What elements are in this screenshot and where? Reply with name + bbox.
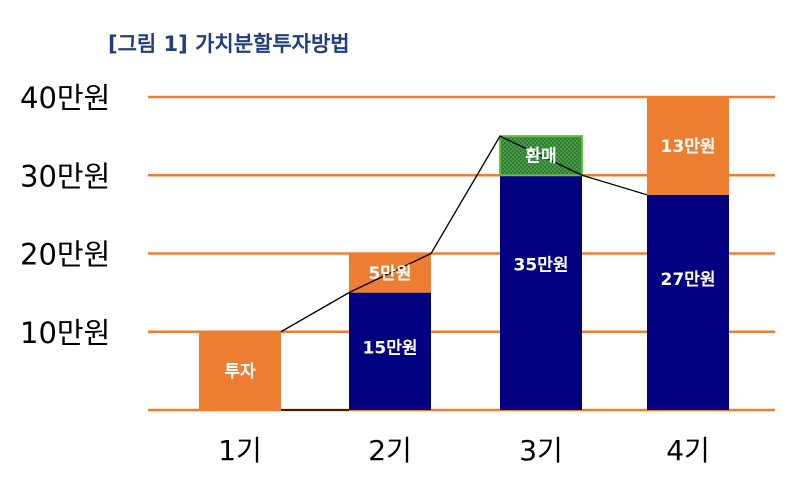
y-tick-label: 10만원 [20, 316, 110, 350]
bar-segment-invest [647, 97, 729, 195]
x-tick-label: 2기 [368, 434, 412, 467]
label-layer: 투자 15만원 5만원 35만원 환매 27만원 13만원 [224, 137, 715, 382]
chart-title: [그림 1] 가치분할투자방법 [108, 32, 350, 56]
segment-label: 투자 [224, 362, 256, 382]
value-path-line [430, 135, 501, 254]
bar-segment-value [647, 194, 729, 410]
segment-label: 15만원 [363, 339, 418, 359]
x-axis: 1기 2기 3기 4기 [218, 434, 710, 467]
x-tick-label: 4기 [666, 434, 710, 467]
bar-segment-invest [199, 331, 281, 410]
y-axis: 10만원 20만원 30만원 40만원 [20, 81, 110, 350]
value-path-line [499, 135, 583, 176]
y-tick-label: 20만원 [20, 238, 110, 272]
value-path-line [581, 174, 648, 196]
y-tick-label: 30만원 [20, 159, 110, 193]
bar-segment-value [500, 175, 582, 410]
y-tick-label: 40만원 [20, 81, 110, 115]
x-tick-label: 1기 [218, 434, 262, 467]
segment-label: 5만원 [368, 264, 411, 284]
bar-segment-value [349, 292, 431, 410]
x-tick-label: 3기 [519, 434, 563, 467]
segment-label: 환매 [525, 147, 556, 167]
value-path-line [280, 292, 350, 333]
path-layer [280, 135, 648, 411]
segment-label: 27만원 [661, 270, 716, 290]
segment-label: 13만원 [661, 137, 716, 157]
segment-label: 35만원 [514, 255, 569, 275]
value-path-line [348, 252, 432, 294]
